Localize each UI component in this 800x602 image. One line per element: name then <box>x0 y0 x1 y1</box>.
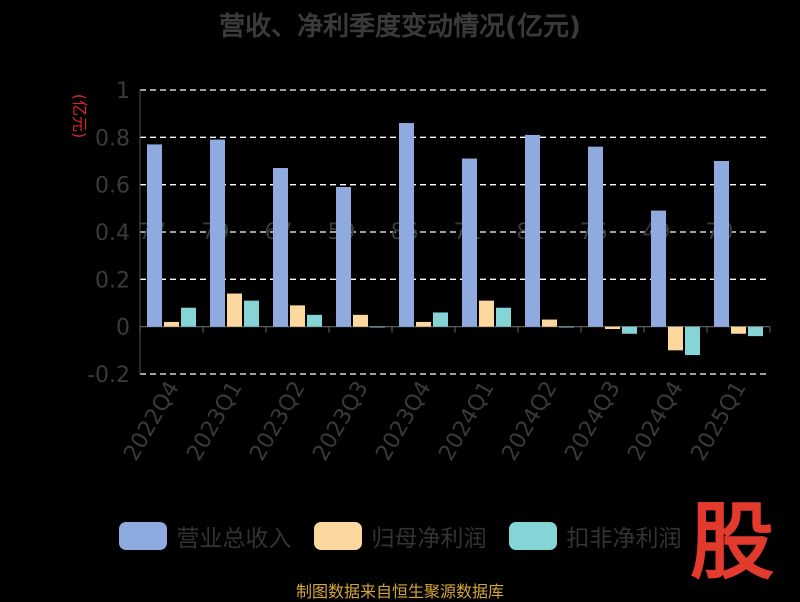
legend-swatch-deducted-profit <box>508 522 557 550</box>
y-tick-label: 0.8 <box>95 126 130 151</box>
bar-net-profit <box>416 321 431 327</box>
y-axis-label: (亿元) <box>70 94 89 139</box>
bar-revenue <box>651 210 666 327</box>
chart-title: 营收、净利季度变动情况(亿元) <box>219 12 581 42</box>
bar-revenue <box>525 134 540 327</box>
x-tick-label: 2024Q1 <box>434 377 499 465</box>
x-tick-label: 2023Q3 <box>308 377 373 465</box>
bar-revenue <box>336 187 351 327</box>
bar-net-profit <box>353 314 368 327</box>
brand-logo: 股 <box>690 493 775 591</box>
bar-deducted-profit <box>181 307 196 327</box>
x-tick-label: 2024Q4 <box>623 377 688 465</box>
legend-swatch-revenue <box>118 522 167 550</box>
legend-item-revenue[interactable]: 营业总收入 <box>118 519 292 553</box>
bar-deducted-profit <box>370 326 385 328</box>
legend-label-deducted-profit: 扣非净利润 <box>566 526 682 552</box>
y-tick-label: 0 <box>116 316 130 341</box>
bar-deducted-profit <box>685 326 700 356</box>
y-tick-label: 0.4 <box>95 221 130 246</box>
y-tick-label: -0.2 <box>87 363 130 388</box>
bar-net-profit <box>731 326 746 334</box>
x-tick-label: 2023Q2 <box>245 377 310 465</box>
bar-net-profit <box>227 293 242 327</box>
bar-net-profit <box>605 326 620 330</box>
y-tick-label: 0.6 <box>95 174 130 199</box>
x-tick-label: 2025Q1 <box>686 377 751 465</box>
legend-item-deducted-profit[interactable]: 扣非净利润 <box>508 519 682 553</box>
bar-net-profit <box>479 300 494 327</box>
bar-net-profit <box>668 326 683 351</box>
bar-deducted-profit <box>748 326 763 337</box>
legend-label-net-profit: 归母净利润 <box>371 526 487 552</box>
bar-revenue <box>147 144 162 327</box>
legend-label-revenue: 营业总收入 <box>176 526 292 552</box>
bar-revenue <box>210 139 225 327</box>
bar-net-profit <box>164 321 179 327</box>
bar-deducted-profit <box>244 300 259 327</box>
bar-revenue <box>588 146 603 327</box>
bar-revenue <box>399 123 414 327</box>
bar-deducted-profit <box>307 314 322 327</box>
bar-deducted-profit <box>559 326 574 328</box>
bar-net-profit <box>290 305 305 327</box>
bar-net-profit <box>542 319 557 327</box>
legend-item-net-profit[interactable]: 归母净利润 <box>313 519 487 553</box>
x-tick-label: 2023Q1 <box>182 377 247 465</box>
bar-deducted-profit <box>496 307 511 327</box>
bar-revenue <box>462 158 477 327</box>
bar-revenue <box>714 161 729 327</box>
x-tick-label: 2024Q3 <box>560 377 625 465</box>
x-tick-label: 2023Q4 <box>371 377 436 465</box>
legend-swatch-net-profit <box>313 522 362 550</box>
bar-deducted-profit <box>622 326 637 334</box>
legend: 营业总收入 归母净利润 扣非净利润 <box>0 518 800 554</box>
y-tick-label: 0.2 <box>95 268 130 293</box>
bar-revenue <box>273 168 288 327</box>
x-tick-label: 2024Q2 <box>497 377 562 465</box>
bar-deducted-profit <box>433 312 448 327</box>
x-tick-label: 2022Q4 <box>119 377 184 465</box>
data-source-footer: 制图数据来自恒生聚源数据库 <box>295 582 504 601</box>
y-tick-label: 1 <box>116 79 130 104</box>
